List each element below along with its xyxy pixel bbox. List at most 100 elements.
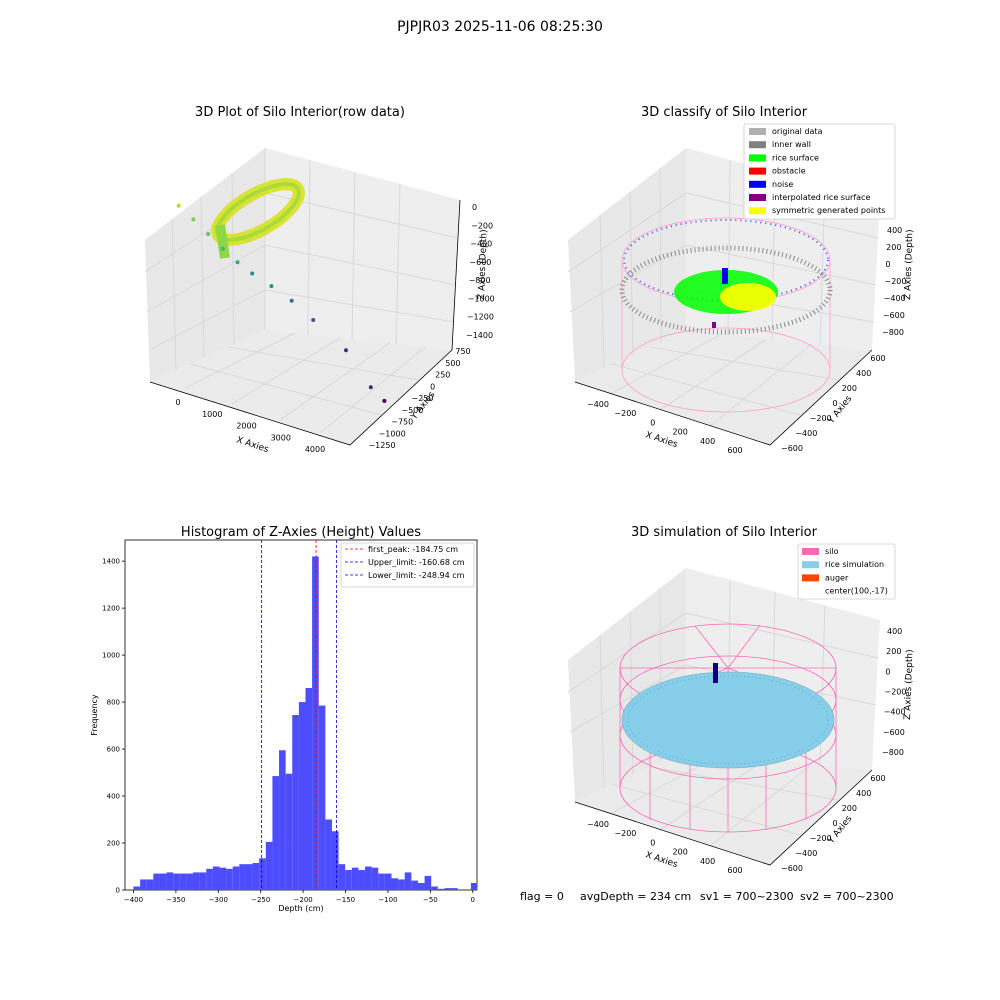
- legend-label: first_peak: -184.75 cm: [368, 545, 458, 554]
- panel-3-title: Histogram of Z-Axies (Height) Values: [181, 525, 421, 540]
- panel-4-legend-frame: [797, 543, 896, 600]
- panel-raw-data: 3D Plot of Silo Interior(row data): [144, 105, 495, 455]
- tick-label: −1400: [466, 331, 493, 340]
- x-tick-label: −150: [336, 896, 355, 904]
- panel-4-y-ticks: 600 400 200 0−200 −400 −600: [781, 774, 886, 873]
- histogram-bar: [451, 888, 458, 890]
- tick-label: 0: [472, 203, 477, 212]
- x-tick-label: −250: [251, 896, 270, 904]
- tick-label: 400: [887, 627, 902, 636]
- scatter-point: [250, 271, 255, 276]
- histogram-bar: [173, 873, 180, 890]
- tick-label: 0: [650, 838, 655, 847]
- panel-1-box-edges: [149, 349, 453, 446]
- tick-label: 400: [856, 369, 871, 378]
- legend-label: Upper_limit: -160.68 cm: [368, 558, 465, 567]
- panel-4-z-ticks: 400 200 0 −200 −400 −600 −800: [882, 627, 906, 757]
- panel-3-x-ticks: −400 −350 −300 −250 −200 −150 −100 −50 0: [124, 890, 475, 904]
- histogram-bar: [232, 866, 240, 890]
- histogram-bar: [285, 773, 293, 890]
- legend-swatch: [749, 207, 766, 215]
- panel-3-bars: [133, 556, 478, 890]
- legend-label: noise: [772, 180, 793, 189]
- histogram-bar: [279, 750, 286, 890]
- x-tick-label: −300: [209, 896, 228, 904]
- histogram-bar: [166, 872, 174, 890]
- histogram-bar: [193, 872, 200, 890]
- legend-label: inner wall: [772, 140, 811, 149]
- panel-2-title: 3D classify of Silo Interior: [641, 105, 808, 120]
- panel-4-auger: [713, 663, 718, 683]
- scatter-point: [206, 232, 211, 236]
- tick-label: 600: [727, 446, 742, 455]
- panel-3-legend: first_peak: -184.75 cm Upper_limit: -160.…: [340, 542, 475, 588]
- panel-2-legend-frame: [743, 123, 896, 220]
- histogram-bar: [252, 862, 260, 890]
- y-tick-label: 600: [107, 746, 120, 754]
- legend-swatch: [802, 548, 819, 555]
- histogram-bar: [186, 873, 194, 890]
- legend-swatch: [802, 574, 819, 582]
- histogram-bar: [371, 867, 379, 890]
- tick-label: −750: [391, 418, 413, 427]
- tick-label: 400: [887, 226, 902, 235]
- panel-1-scatter-points: [176, 203, 387, 403]
- x-tick-label: −100: [378, 896, 397, 904]
- tick-label: −600: [781, 864, 803, 873]
- legend-label: interpolated rice surface: [772, 193, 870, 202]
- legend-swatch: [802, 561, 819, 569]
- legend-label: symmetric generated points: [772, 206, 885, 215]
- legend-label: original data: [772, 127, 823, 136]
- footer-avg-depth: avgDepth = 234 cm: [580, 890, 691, 903]
- histogram-bar: [331, 831, 339, 890]
- panel-2-y-label: Y Axies: [826, 394, 855, 427]
- tick-label: 200: [673, 848, 688, 857]
- tick-label: 0: [832, 819, 837, 828]
- histogram-bar: [345, 870, 352, 890]
- x-tick-label: −50: [423, 896, 438, 904]
- panel-1-title: 3D Plot of Silo Interior(row data): [195, 105, 405, 120]
- tick-label: −400: [795, 849, 817, 858]
- tick-label: 0: [885, 260, 890, 269]
- tick-label: 200: [886, 647, 901, 656]
- tick-label: 0: [430, 382, 435, 391]
- histogram-bar: [133, 886, 141, 890]
- tick-label: −200: [471, 221, 493, 230]
- legend-swatch: [749, 194, 766, 201]
- legend-label: center(100,-17): [825, 587, 888, 596]
- histogram-bar: [444, 888, 452, 890]
- x-tick-label: −200: [294, 896, 313, 904]
- x-tick-label: 0: [471, 896, 475, 904]
- panel-4-y-label: Y Axies: [826, 814, 855, 847]
- panel-1-z-axis-line: [451, 199, 461, 351]
- tick-label: −600: [883, 311, 905, 320]
- histogram-bar: [146, 879, 154, 890]
- x-tick-label: −400: [124, 896, 143, 904]
- panel-histogram: Histogram of Z-Axies (Height) Values −40…: [90, 525, 478, 913]
- panel-4-legend: silo rice simulation auger center(100,-17): [797, 543, 896, 600]
- panel-2-box-edges: [574, 349, 873, 446]
- scatter-point: [344, 348, 348, 353]
- histogram-bar: [365, 866, 372, 890]
- scatter-point: [269, 284, 274, 289]
- tick-label: −200: [885, 277, 907, 286]
- panel-3-y-label: Frequency: [90, 694, 99, 736]
- scatter-point: [220, 246, 225, 251]
- histogram-bar: [153, 873, 160, 890]
- histogram-bar: [338, 864, 346, 890]
- panel-3-y-ticks: 0 200 400 600 800 1000 1200 1400: [102, 558, 125, 895]
- scatter-point: [235, 260, 240, 265]
- histogram-bar: [199, 872, 207, 890]
- scatter-point: [191, 217, 196, 222]
- tick-label: 400: [856, 789, 871, 798]
- tick-label: −400: [587, 400, 609, 409]
- y-tick-label: 1000: [102, 652, 120, 660]
- histogram-bar: [179, 873, 187, 890]
- tick-label: −1000: [468, 294, 495, 303]
- histogram-bar: [206, 868, 213, 890]
- tick-label: 1000: [202, 410, 222, 419]
- panel-3-legend-frame: [340, 542, 475, 588]
- legend-label: obstacle: [772, 167, 806, 176]
